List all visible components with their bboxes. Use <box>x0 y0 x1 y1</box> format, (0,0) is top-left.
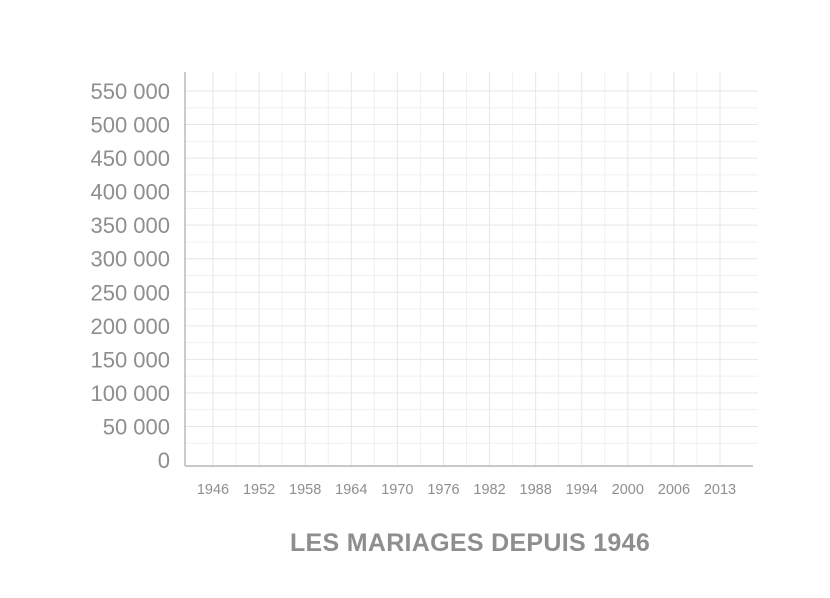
y-tick-label: 150 000 <box>90 347 170 372</box>
y-tick-label: 300 000 <box>90 247 170 272</box>
chart-title: LES MARIAGES DEPUIS 1946 <box>290 529 650 557</box>
y-axis-tick-labels: 0 50 000 100 000 150 000 200 000 250 000 300 0… <box>90 79 170 473</box>
x-tick-label: 1976 <box>427 482 459 498</box>
x-tick-label: 1952 <box>243 482 275 498</box>
y-tick-label: 0 <box>158 448 170 473</box>
x-tick-label: 1982 <box>473 482 505 498</box>
x-tick-label: 1994 <box>566 482 598 498</box>
y-tick-label: 200 000 <box>90 314 170 339</box>
grid <box>185 72 758 466</box>
x-tick-label: 2013 <box>704 482 736 498</box>
y-tick-label: 550 000 <box>90 79 170 104</box>
x-tick-label: 1964 <box>335 482 367 498</box>
y-tick-label: 450 000 <box>90 146 170 171</box>
x-tick-label: 2006 <box>658 482 690 498</box>
y-tick-label: 500 000 <box>90 113 170 138</box>
x-tick-label: 1988 <box>520 482 552 498</box>
x-tick-label: 2000 <box>612 482 644 498</box>
axes <box>184 72 753 467</box>
y-tick-label: 250 000 <box>90 280 170 305</box>
x-tick-label: 1970 <box>381 482 413 498</box>
y-tick-label: 350 000 <box>90 213 170 238</box>
y-tick-label: 400 000 <box>90 180 170 205</box>
y-tick-label: 50 000 <box>103 414 170 439</box>
x-axis-tick-labels: 1946 1952 1958 1964 1970 1976 1982 1988 1994 2000… <box>197 482 736 498</box>
y-tick-label: 100 000 <box>90 381 170 406</box>
x-tick-label: 1946 <box>197 482 229 498</box>
x-tick-label: 1958 <box>289 482 321 498</box>
